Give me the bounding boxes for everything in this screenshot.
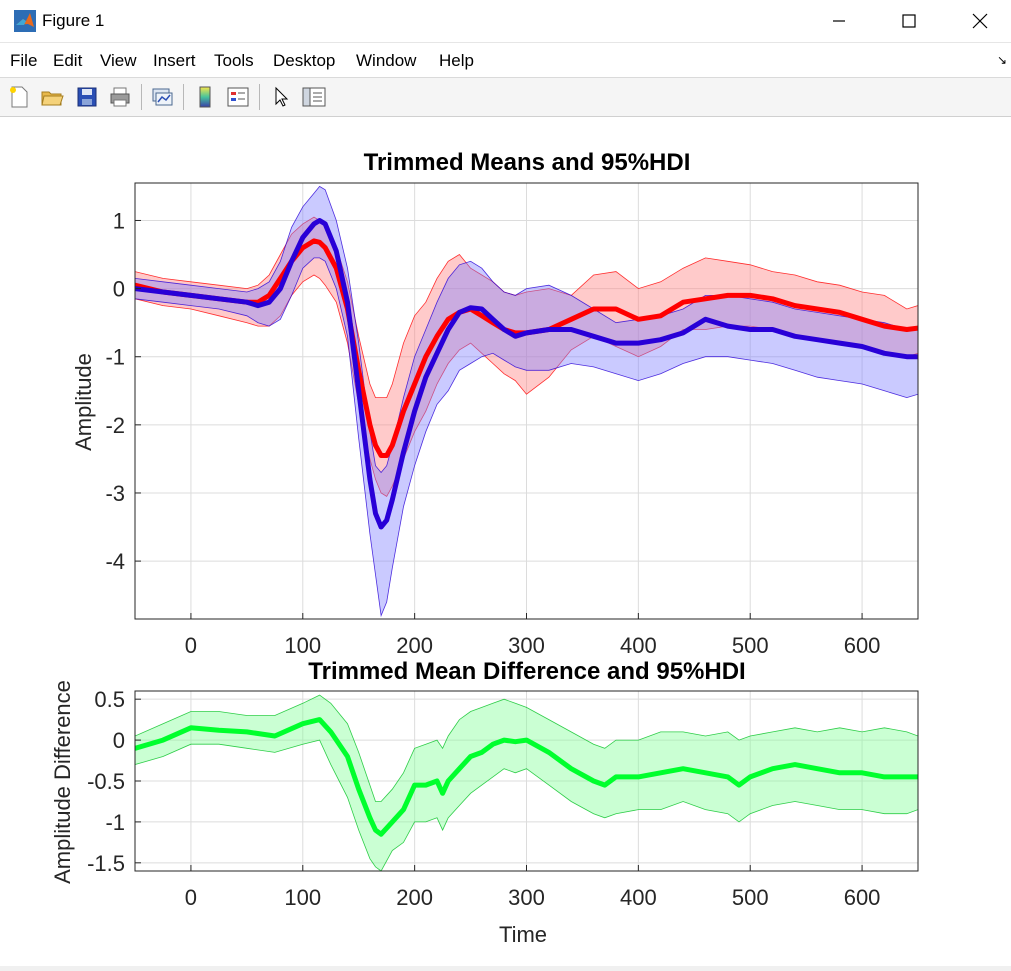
arrow-cursor-icon [275, 86, 289, 107]
menu-desktop[interactable]: Desktop [273, 51, 336, 70]
property-inspector-icon [302, 87, 326, 107]
save-icon [77, 87, 97, 107]
y-axis-label: Amplitude Difference [50, 680, 75, 884]
link-plot-button[interactable] [148, 83, 176, 111]
colorbar-icon [199, 86, 211, 108]
mean-line-blue [135, 218, 918, 530]
x-tick-label: 600 [844, 633, 881, 658]
window-title: Figure 1 [42, 11, 105, 30]
mean-line-difference [135, 717, 918, 837]
menu-insert[interactable]: Insert [153, 51, 196, 70]
property-inspector-button[interactable] [300, 83, 328, 111]
title-bar: Figure 1 [0, 0, 1011, 43]
chart-title: Trimmed Means and 95%HDI [364, 149, 691, 176]
y-tick-label: -1 [105, 810, 125, 835]
printer-icon [110, 87, 130, 107]
matlab-logo-icon [14, 10, 36, 32]
plot-content [135, 694, 918, 871]
link-plot-icon [152, 88, 173, 106]
menu-help[interactable]: Help [439, 51, 474, 70]
menu-tools[interactable]: Tools [214, 51, 254, 70]
close-icon [972, 13, 988, 29]
x-tick-label: 100 [284, 633, 321, 658]
toolbar-separator [141, 84, 142, 110]
maximize-button[interactable] [886, 0, 932, 42]
y-tick-label: -4 [105, 549, 125, 574]
toolbar-separator [183, 84, 184, 110]
x-tick-label: 200 [396, 885, 433, 910]
figure-svg: 0 100 200 300 400 500 600 1 0 -1 -2 -3 -4 Trimmed Me… [50, 149, 919, 947]
axes-trimmed-means[interactable]: 0 100 200 300 400 500 600 1 0 -1 -2 -3 -4 Trimmed Me… [71, 149, 919, 658]
figure-canvas: 0 100 200 300 400 500 600 1 0 -1 -2 -3 -4 Trimmed Me… [0, 117, 1011, 966]
axes-drawing: 0 100 200 300 400 500 600 1 0 -1 -2 -3 -4 [105, 182, 919, 658]
menu-edit[interactable]: Edit [53, 51, 83, 70]
dock-arrow-icon[interactable]: ↘ [996, 53, 1007, 67]
new-figure-button[interactable] [5, 83, 33, 111]
y-tick-label: -1.5 [87, 851, 125, 876]
menu-file[interactable]: File [10, 51, 38, 70]
menu-bar: File Edit View Insert Tools Desktop Wind… [0, 43, 1011, 78]
x-tick-label: 300 [508, 633, 545, 658]
maximize-icon [902, 14, 916, 28]
print-figure-button[interactable] [106, 83, 134, 111]
x-tick-label: 500 [732, 633, 769, 658]
insert-legend-button[interactable] [224, 83, 252, 111]
y-tick-label: 0.5 [94, 687, 125, 712]
y-axis-label: Amplitude [71, 353, 96, 451]
x-tick-label: 400 [620, 633, 657, 658]
x-tick-label: 400 [620, 885, 657, 910]
y-tick-label: 0 [113, 728, 125, 753]
y-tick-label: -0.5 [87, 769, 125, 794]
close-button[interactable] [957, 0, 1003, 42]
y-tick-label: -2 [105, 413, 125, 438]
axes-mean-difference[interactable]: 0 100 200 300 400 500 600 0.5 0 -0.5 -1 -1.5 Trimme… [50, 658, 919, 947]
y-tick-label: -1 [105, 345, 125, 370]
save-figure-button[interactable] [73, 83, 101, 111]
open-file-button[interactable] [38, 83, 66, 111]
x-tick-label: 0 [185, 885, 197, 910]
toolbar [0, 78, 1011, 117]
open-folder-icon [41, 91, 64, 106]
new-file-icon [10, 86, 28, 108]
plot-content [135, 185, 918, 618]
x-axis-label: Time [499, 922, 547, 947]
y-tick-label: 0 [113, 277, 125, 302]
y-tick-label: 1 [113, 208, 125, 233]
hdi-band-difference [135, 694, 918, 871]
x-tick-label: 200 [396, 633, 433, 658]
x-tick-label: 600 [844, 885, 881, 910]
axes-drawing: 0 100 200 300 400 500 600 0.5 0 -0.5 -1 -1.5 [87, 687, 919, 910]
menu-window[interactable]: Window [356, 51, 417, 70]
chart-title: Trimmed Mean Difference and 95%HDI [308, 658, 745, 685]
y-tick-label: -3 [105, 481, 125, 506]
legend-icon [227, 87, 249, 107]
menu-view[interactable]: View [100, 51, 137, 70]
x-tick-label: 300 [508, 885, 545, 910]
hdi-band-red [135, 216, 918, 497]
minimize-button[interactable] [816, 0, 862, 42]
x-tick-label: 500 [732, 885, 769, 910]
minimize-icon [833, 20, 845, 22]
edit-plot-button[interactable] [267, 83, 295, 111]
hdi-band-blue [135, 185, 918, 618]
insert-colorbar-button[interactable] [191, 83, 219, 111]
x-tick-label: 100 [284, 885, 321, 910]
toolbar-separator [259, 84, 260, 110]
x-tick-label: 0 [185, 633, 197, 658]
